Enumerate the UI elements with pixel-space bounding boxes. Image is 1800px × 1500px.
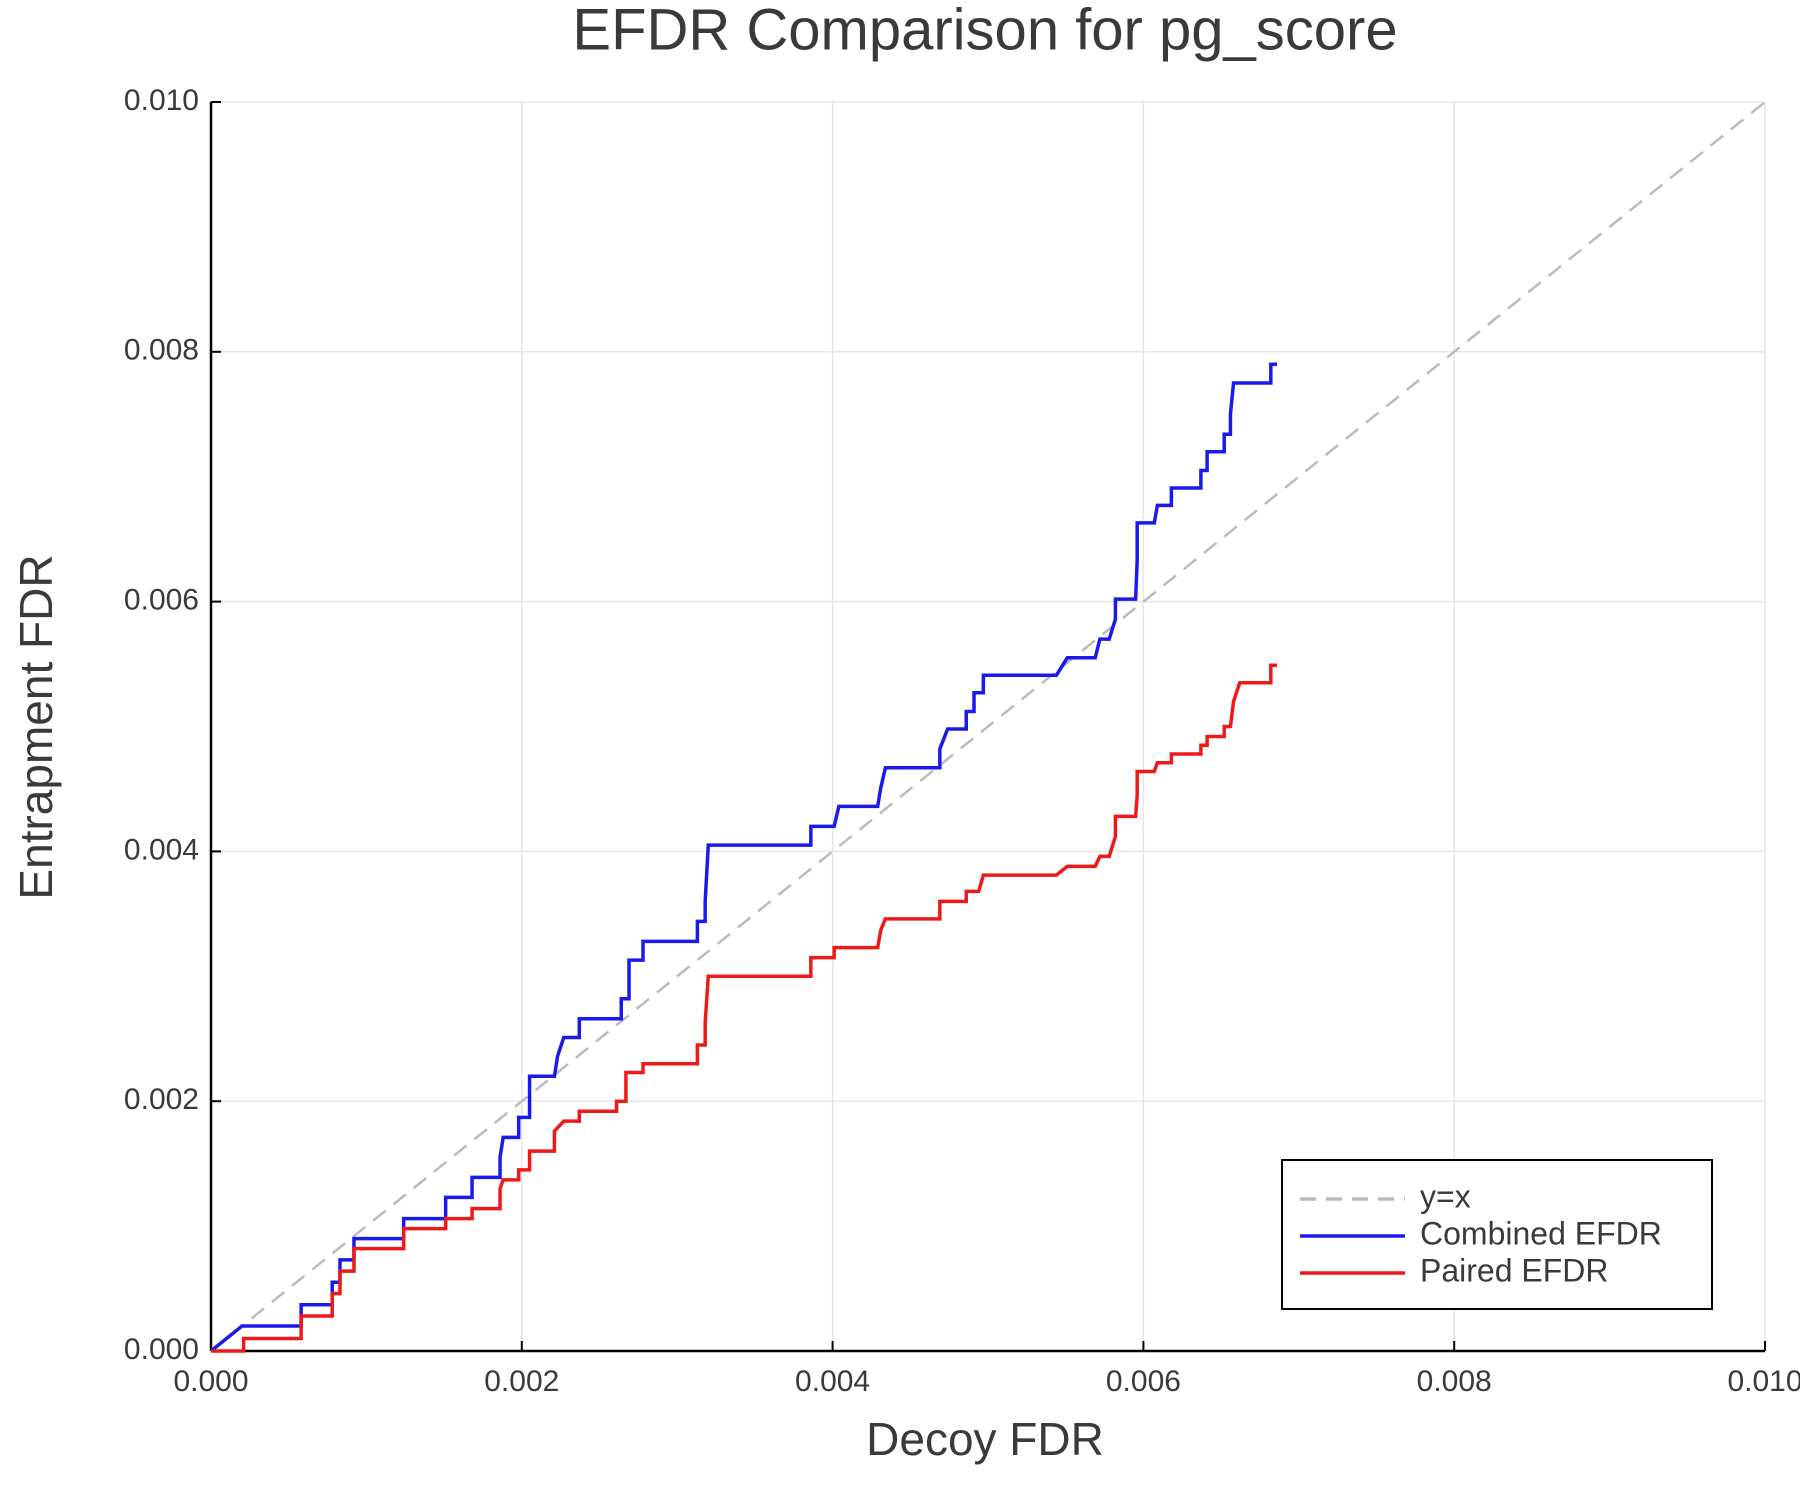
chart-title: EFDR Comparison for pg_score	[572, 0, 1397, 62]
legend-label: Paired EFDR	[1420, 1252, 1609, 1288]
x-tick-label: 0.000	[173, 1365, 248, 1398]
x-tick-label: 0.008	[1417, 1365, 1492, 1398]
x-tick-label: 0.004	[795, 1365, 870, 1398]
x-axis-label: Decoy FDR	[866, 1413, 1104, 1465]
y-tick-label: 0.010	[124, 84, 199, 117]
series-line	[209, 362, 1278, 1353]
y-tick-label: 0.000	[124, 1333, 199, 1366]
y-tick-label: 0.006	[124, 584, 199, 617]
series-line	[211, 663, 1278, 1353]
x-tick-label: 0.010	[1727, 1365, 1800, 1398]
y-axis-label: Entrapment FDR	[10, 554, 62, 899]
x-tick-label: 0.006	[1106, 1365, 1181, 1398]
legend-label: y=x	[1420, 1178, 1471, 1214]
legend-label: Combined EFDR	[1420, 1215, 1662, 1251]
y-tick-label: 0.004	[124, 833, 199, 866]
series-line	[210, 101, 1766, 1352]
x-tick-label: 0.002	[484, 1365, 559, 1398]
y-tick-label: 0.008	[124, 334, 199, 367]
y-tick-label: 0.002	[124, 1083, 199, 1116]
